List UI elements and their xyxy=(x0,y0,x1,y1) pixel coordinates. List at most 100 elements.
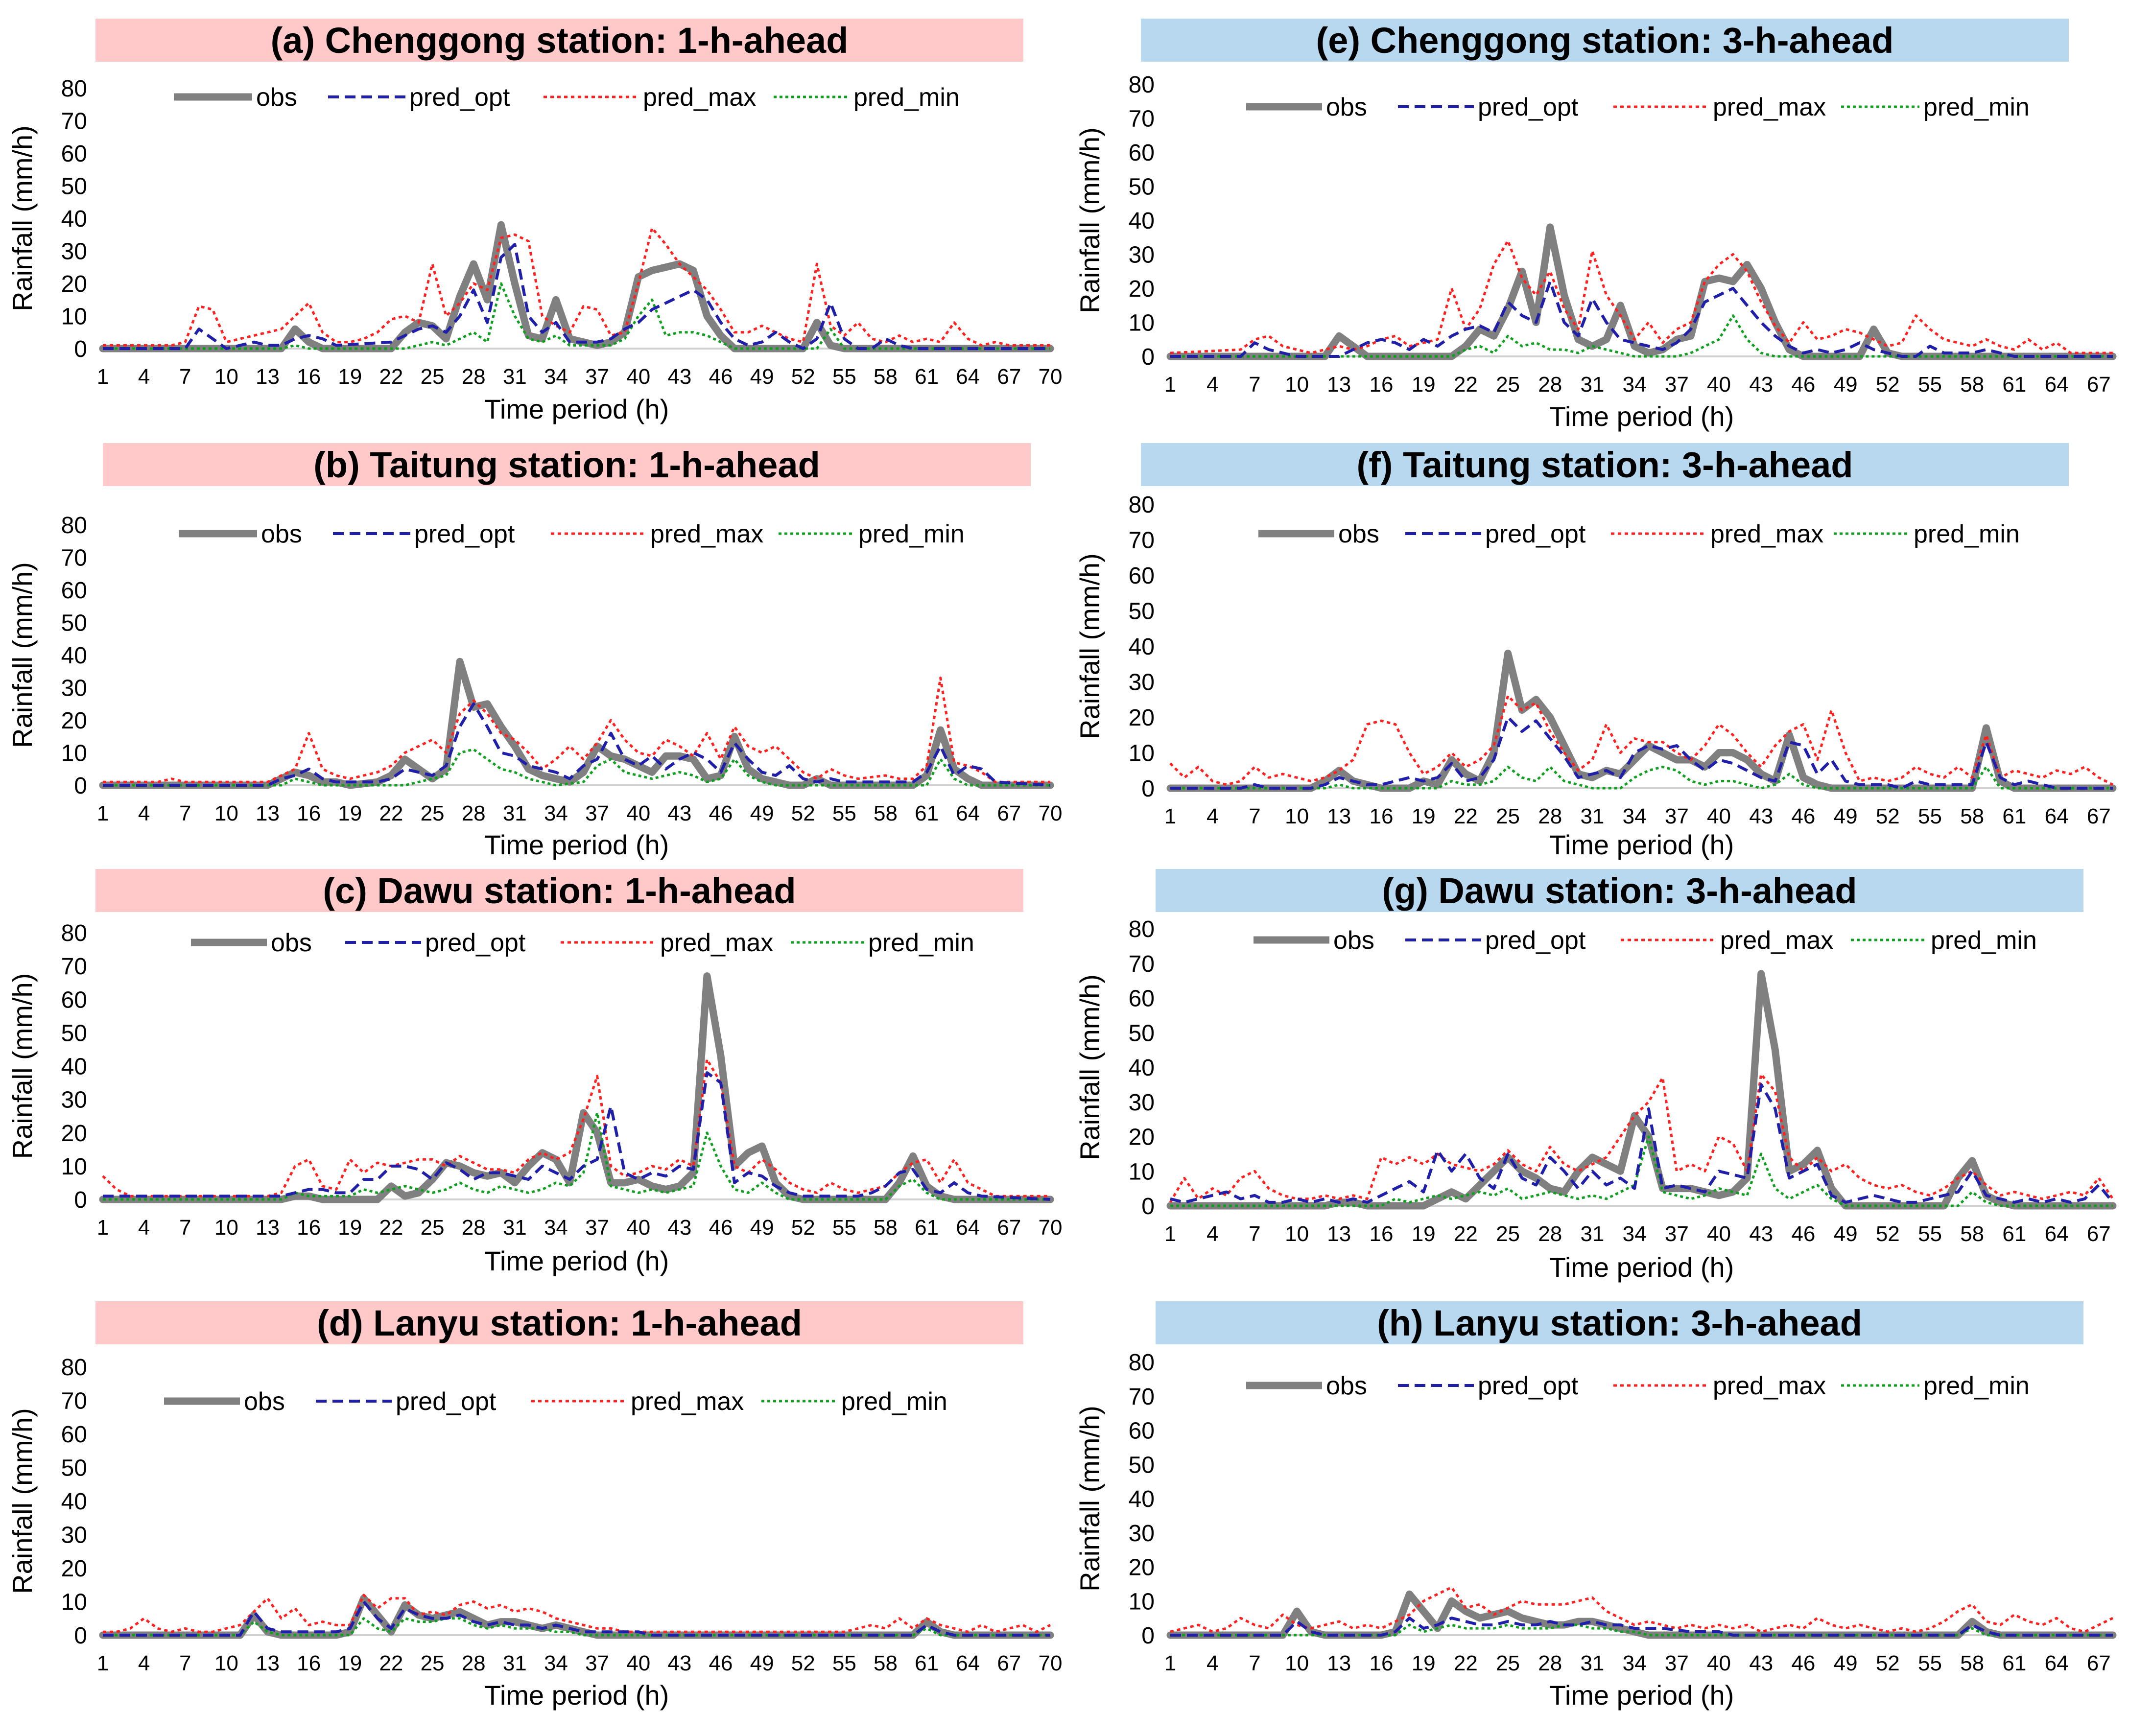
x-tick-label: 70 xyxy=(1039,1651,1063,1675)
x-tick-label: 25 xyxy=(1496,1222,1520,1246)
x-tick-label: 19 xyxy=(338,365,362,389)
x-tick-label: 4 xyxy=(138,365,150,389)
x-tick-label: 13 xyxy=(256,1216,280,1240)
x-tick-label: 46 xyxy=(1791,804,1815,828)
x-tick-label: 61 xyxy=(2002,373,2026,397)
x-tick-label: 37 xyxy=(585,365,609,389)
legend-label-pred_min: pred_min xyxy=(1923,1372,2030,1400)
y-tick-label: 20 xyxy=(1129,276,1155,302)
x-tick-label: 22 xyxy=(379,801,403,825)
x-tick-label: 46 xyxy=(1791,1222,1815,1246)
y-tick-label: 70 xyxy=(1129,1384,1155,1410)
title-banner xyxy=(1156,1301,2083,1344)
x-tick-label: 34 xyxy=(1623,373,1647,397)
legend-label-pred_opt: pred_opt xyxy=(1478,93,1579,121)
chart-panel-e: (e) Chenggong station: 3-h-ahead 0 10 20 30 4… xyxy=(1074,19,2117,432)
x-tick-label: 67 xyxy=(2087,804,2111,828)
x-tick-label: 67 xyxy=(997,1651,1021,1675)
y-tick-label: 50 xyxy=(1129,1020,1155,1046)
y-tick-label: 50 xyxy=(61,1455,87,1481)
y-tick-label: 30 xyxy=(1129,1521,1155,1547)
chart-panel-c: (c) Dawu station: 1-h-ahead 0 10 20 30 40 50 60… xyxy=(7,869,1062,1276)
x-tick-label: 40 xyxy=(1707,1651,1731,1675)
y-tick-label: 10 xyxy=(61,304,87,330)
x-tick-label: 55 xyxy=(1918,373,1942,397)
x-tick-label: 31 xyxy=(503,365,527,389)
x-tick-label: 55 xyxy=(832,1651,856,1675)
y-axis-title: Rainfall (mm/h) xyxy=(7,973,38,1159)
y-tick-label: 80 xyxy=(61,920,87,946)
x-tick-label: 1 xyxy=(1164,1222,1176,1246)
x-tick-label: 22 xyxy=(1454,373,1478,397)
y-tick-label: 20 xyxy=(61,1556,87,1582)
y-tick-label: 70 xyxy=(61,954,87,980)
x-tick-label: 34 xyxy=(544,1216,568,1240)
series-line-pred_max xyxy=(103,227,1050,347)
x-tick-label: 55 xyxy=(832,365,856,389)
y-tick-label: 0 xyxy=(1141,344,1155,370)
y-axis-title: Rainfall (mm/h) xyxy=(7,1408,38,1594)
chart-title: (f) Taitung station: 3-h-ahead xyxy=(1357,445,1853,485)
x-tick-label: 64 xyxy=(2045,1222,2069,1246)
x-tick-label: 37 xyxy=(1665,1651,1689,1675)
series-line-pred_max xyxy=(102,1058,1050,1197)
x-tick-label: 10 xyxy=(1285,1222,1309,1246)
x-tick-label: 58 xyxy=(874,1216,898,1240)
x-tick-label: 28 xyxy=(1538,804,1562,828)
series-line-obs xyxy=(99,972,1054,1203)
chart-panel-f: (f) Taitung station: 3-h-ahead 0 10 20 30 40 5… xyxy=(1074,443,2117,860)
x-tick-label: 31 xyxy=(1580,1222,1604,1246)
y-tick-label: 30 xyxy=(1129,670,1155,696)
y-tick-label: 20 xyxy=(61,1121,87,1147)
y-tick-label: 0 xyxy=(1141,1623,1155,1649)
x-tick-label: 49 xyxy=(750,1651,774,1675)
y-tick-label: 10 xyxy=(1129,1159,1155,1185)
y-tick-label: 10 xyxy=(61,741,87,767)
x-tick-label: 67 xyxy=(997,365,1021,389)
legend-label-obs: obs xyxy=(1338,520,1379,548)
x-tick-label: 19 xyxy=(1412,804,1436,828)
x-tick-label: 46 xyxy=(709,1651,733,1675)
y-tick-label: 70 xyxy=(61,1388,87,1414)
series-line-pred_opt xyxy=(103,1600,1050,1637)
y-tick-label: 40 xyxy=(61,643,87,669)
series-line-pred_opt xyxy=(103,243,1050,350)
x-tick-label: 13 xyxy=(256,365,280,389)
series-line-pred_max xyxy=(1169,695,2114,786)
legend: obs pred_opt pred_max pred_min xyxy=(179,520,965,548)
x-tick-label: 25 xyxy=(421,1216,445,1240)
x-tick-label: 61 xyxy=(915,365,939,389)
x-tick-label: 64 xyxy=(956,1216,980,1240)
y-tick-label: 60 xyxy=(1129,986,1155,1012)
legend: obs pred_opt pred_max pred_min xyxy=(191,929,974,957)
legend: obs pred_opt pred_max pred_min xyxy=(1254,926,2037,955)
x-tick-label: 4 xyxy=(138,1216,150,1240)
x-tick-label: 19 xyxy=(1412,1651,1436,1675)
y-tick-label: 70 xyxy=(1129,528,1155,554)
y-tick-label: 0 xyxy=(1141,776,1155,802)
x-tick-label: 4 xyxy=(138,801,150,825)
legend-label-pred_opt: pred_opt xyxy=(409,83,510,112)
y-tick-label: 30 xyxy=(61,1087,87,1113)
x-tick-label: 55 xyxy=(1918,804,1942,828)
x-tick-label: 13 xyxy=(256,1651,280,1675)
x-tick-label: 22 xyxy=(1454,804,1478,828)
x-tick-label: 28 xyxy=(462,1216,486,1240)
x-tick-label: 28 xyxy=(1538,1651,1562,1675)
x-tick-label: 43 xyxy=(667,801,691,825)
x-tick-label: 19 xyxy=(338,801,362,825)
x-axis-title: Time period (h) xyxy=(1549,1680,1734,1711)
x-tick-label: 40 xyxy=(1707,373,1731,397)
x-tick-label: 46 xyxy=(1791,373,1815,397)
x-tick-label: 64 xyxy=(956,801,980,825)
x-tick-label: 1 xyxy=(97,801,109,825)
chart-panel-d: (d) Lanyu station: 1-h-ahead 0 10 20 30 40 50 6… xyxy=(7,1301,1062,1711)
x-tick-label: 58 xyxy=(1960,1651,1984,1675)
x-tick-label: 28 xyxy=(462,365,486,389)
y-axis-title: Rainfall (mm/h) xyxy=(7,562,38,748)
y-tick-label: 10 xyxy=(1129,741,1155,767)
x-tick-label: 13 xyxy=(1327,1651,1351,1675)
x-tick-label: 43 xyxy=(667,365,691,389)
x-tick-label: 4 xyxy=(1206,804,1218,828)
